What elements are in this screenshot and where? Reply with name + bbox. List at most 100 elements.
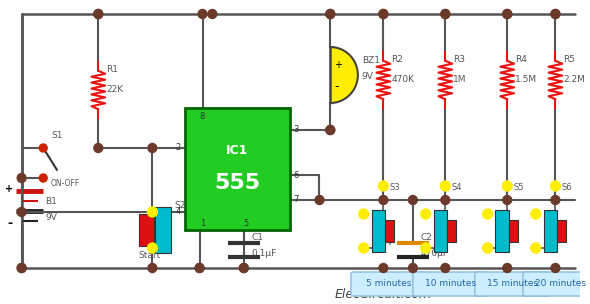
Circle shape: [408, 264, 417, 272]
Circle shape: [17, 264, 26, 272]
Text: -: -: [335, 81, 339, 94]
Circle shape: [379, 195, 388, 205]
Text: 555: 555: [214, 173, 260, 193]
Text: ON-OFF: ON-OFF: [51, 179, 80, 188]
Text: 8: 8: [200, 112, 205, 121]
Circle shape: [359, 209, 369, 219]
Text: 10 minutes: 10 minutes: [425, 279, 476, 288]
Circle shape: [503, 264, 512, 272]
Circle shape: [551, 9, 560, 19]
Circle shape: [440, 181, 450, 191]
Text: +: +: [5, 184, 13, 194]
Circle shape: [441, 264, 450, 272]
Circle shape: [379, 9, 388, 19]
Text: S4: S4: [451, 183, 462, 192]
Text: +: +: [385, 237, 393, 247]
Circle shape: [326, 9, 335, 19]
Text: Start: Start: [139, 251, 161, 260]
Circle shape: [483, 209, 493, 219]
Circle shape: [503, 195, 512, 205]
Circle shape: [94, 9, 103, 19]
Circle shape: [408, 195, 417, 205]
Circle shape: [379, 9, 388, 19]
Bar: [155, 207, 171, 253]
Bar: [543, 210, 558, 252]
Circle shape: [326, 126, 335, 134]
Circle shape: [315, 195, 324, 205]
Text: R5: R5: [563, 55, 575, 64]
Bar: [385, 220, 394, 242]
Circle shape: [441, 9, 450, 19]
Bar: [139, 214, 155, 246]
Text: 1M: 1M: [453, 75, 467, 84]
Circle shape: [359, 243, 369, 253]
Circle shape: [148, 243, 158, 253]
Circle shape: [148, 207, 158, 217]
Text: C2: C2: [421, 233, 432, 242]
Text: R1: R1: [106, 65, 118, 74]
Circle shape: [379, 264, 388, 272]
Circle shape: [550, 181, 560, 191]
Bar: [372, 210, 385, 252]
Text: 9V: 9V: [362, 72, 373, 81]
Text: IC1: IC1: [226, 144, 248, 157]
Circle shape: [195, 264, 204, 272]
Bar: [434, 210, 447, 252]
Text: 0.1μF: 0.1μF: [252, 249, 277, 258]
FancyBboxPatch shape: [523, 272, 590, 296]
Text: S2: S2: [174, 201, 185, 210]
Text: S6: S6: [561, 183, 572, 192]
Circle shape: [40, 174, 47, 182]
Circle shape: [483, 243, 493, 253]
Text: R4: R4: [515, 55, 527, 64]
Circle shape: [17, 264, 26, 272]
Circle shape: [551, 195, 560, 205]
Text: 7: 7: [293, 195, 299, 205]
Circle shape: [421, 243, 431, 253]
Circle shape: [40, 144, 47, 152]
Bar: [509, 220, 518, 242]
Text: 1.5M: 1.5M: [515, 75, 537, 84]
Text: S5: S5: [513, 183, 524, 192]
Circle shape: [195, 264, 204, 272]
Circle shape: [240, 264, 248, 272]
Circle shape: [551, 9, 560, 19]
FancyBboxPatch shape: [475, 272, 549, 296]
Text: S1: S1: [51, 131, 63, 140]
Bar: [496, 210, 509, 252]
Text: 2.2M: 2.2M: [563, 75, 585, 84]
Circle shape: [441, 195, 450, 205]
Circle shape: [17, 208, 26, 216]
Circle shape: [240, 264, 248, 272]
Circle shape: [531, 243, 540, 253]
Text: 9V: 9V: [45, 212, 57, 222]
Circle shape: [551, 264, 560, 272]
Text: ElecCircuit.com: ElecCircuit.com: [335, 288, 432, 302]
Text: 470K: 470K: [391, 75, 414, 84]
Text: B1: B1: [45, 196, 57, 206]
Text: 15 minutes: 15 minutes: [487, 279, 537, 288]
Text: 1: 1: [200, 219, 205, 228]
Circle shape: [148, 143, 157, 153]
Text: S3: S3: [389, 183, 400, 192]
Text: 3: 3: [293, 126, 299, 134]
Circle shape: [503, 9, 512, 19]
Text: BZ1: BZ1: [362, 56, 380, 65]
Polygon shape: [330, 47, 358, 103]
Circle shape: [198, 9, 207, 19]
Circle shape: [502, 181, 512, 191]
Text: 22K: 22K: [106, 85, 123, 94]
Text: C1: C1: [252, 233, 264, 242]
Text: 4: 4: [176, 208, 181, 216]
Circle shape: [94, 143, 103, 153]
Bar: [558, 220, 566, 242]
Bar: [447, 220, 456, 242]
Text: +: +: [335, 60, 342, 70]
Circle shape: [148, 264, 157, 272]
Circle shape: [503, 9, 512, 19]
Circle shape: [17, 174, 26, 182]
Circle shape: [326, 126, 335, 134]
Text: 6: 6: [293, 171, 299, 179]
Text: 2: 2: [176, 143, 181, 153]
FancyBboxPatch shape: [413, 272, 487, 296]
